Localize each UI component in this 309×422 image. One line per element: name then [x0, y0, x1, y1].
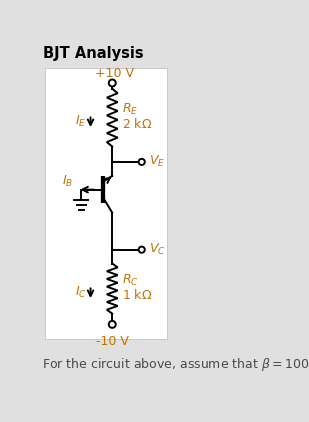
Circle shape [109, 321, 116, 328]
Text: $V_C$: $V_C$ [149, 242, 165, 257]
Text: -10 V: -10 V [96, 335, 129, 348]
Text: $I_B$: $I_B$ [62, 174, 73, 189]
Text: For the circuit above, assume that $\beta = 100$.: For the circuit above, assume that $\bet… [43, 356, 309, 373]
Circle shape [139, 246, 145, 253]
Text: $I_C$: $I_C$ [74, 285, 86, 300]
Text: $I_E$: $I_E$ [75, 114, 86, 129]
Text: +10 V: +10 V [95, 67, 134, 80]
Circle shape [139, 159, 145, 165]
Circle shape [109, 79, 116, 87]
Text: 2 k$\Omega$: 2 k$\Omega$ [122, 117, 153, 131]
Text: $R_E$: $R_E$ [122, 103, 138, 117]
Text: BJT Analysis: BJT Analysis [43, 46, 144, 62]
Text: $V_E$: $V_E$ [149, 154, 165, 170]
Text: 1 k$\Omega$: 1 k$\Omega$ [122, 288, 153, 302]
Text: $R_C$: $R_C$ [122, 273, 139, 288]
FancyBboxPatch shape [45, 68, 167, 339]
